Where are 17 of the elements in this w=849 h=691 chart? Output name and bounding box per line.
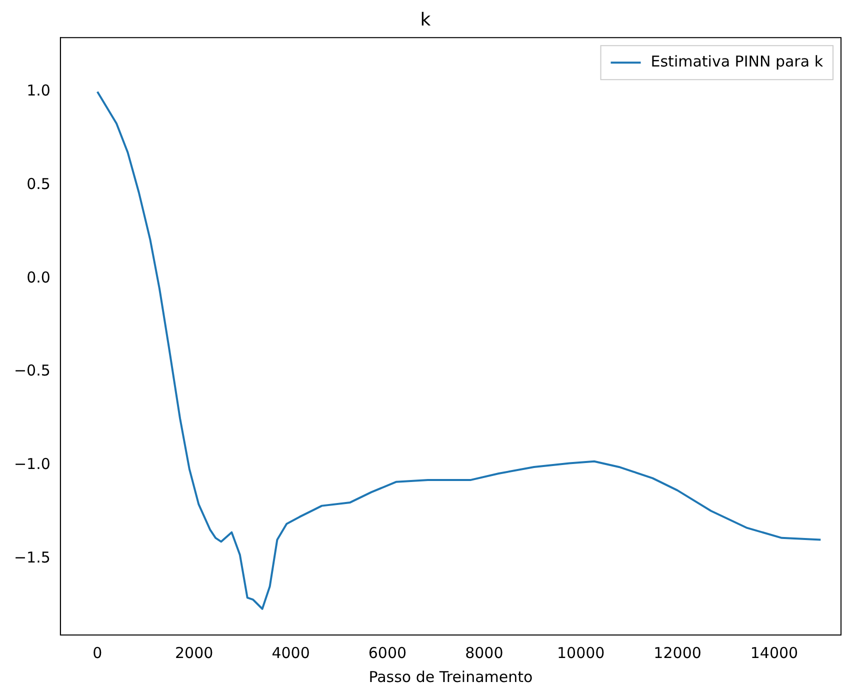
- y-tick-label: 1.0: [26, 82, 50, 100]
- y-tick-label: −0.5: [14, 362, 50, 380]
- x-tick-label: 14000: [750, 644, 798, 662]
- x-tick-label: 10000: [556, 644, 605, 662]
- legend-label: Estimativa PINN para k: [650, 52, 824, 70]
- x-tick-label: 0: [92, 644, 102, 662]
- chart-title: k: [420, 9, 432, 30]
- y-tick-label: −1.0: [14, 455, 50, 474]
- x-tick-label: 6000: [368, 644, 407, 662]
- x-tick-label: 2000: [175, 644, 214, 662]
- x-tick-label: 8000: [465, 644, 504, 662]
- y-tick-label: 0.0: [26, 268, 50, 286]
- x-tick-label: 12000: [654, 644, 702, 662]
- y-tick-label: −1.5: [14, 548, 50, 566]
- x-tick-label: 4000: [272, 644, 310, 662]
- y-tick-label: 0.5: [26, 174, 50, 193]
- x-axis-title: Passo de Treinamento: [368, 668, 533, 686]
